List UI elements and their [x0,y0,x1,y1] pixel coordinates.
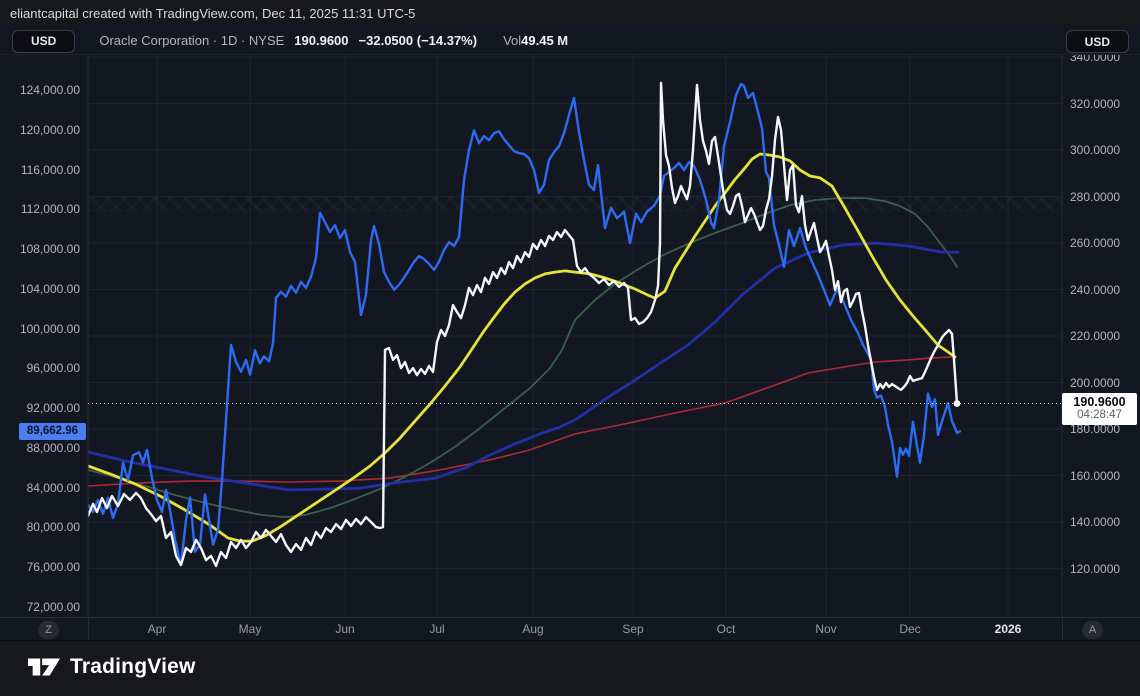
time-axis-label: May [238,622,262,636]
left-axis-label: 104,000.00 [19,281,80,296]
left-last-value-label: 89,662.96 [19,422,86,440]
volume-info: Vol49.45 M [503,32,568,50]
left-axis-label: 124,000.00 [19,83,80,97]
time-axis-label: Oct [716,622,736,636]
right-axis-label: 200.0000 [1070,375,1121,390]
time-axis-label: Dec [899,622,921,636]
left-currency-button[interactable]: USD [12,29,76,53]
right-currency-button[interactable]: USD [1065,30,1129,53]
left-axis-label: 72,000.00 [26,599,80,614]
tradingview-logo-text: TradingView [70,655,196,678]
tradingview-logo[interactable]: TradingView [27,654,196,680]
time-axis-separator-right [1062,618,1063,641]
right-axis-label: 300.0000 [1070,143,1121,157]
right-axis-label: 280.0000 [1070,189,1121,204]
symbol-title[interactable]: Oracle Corporation · 1D · NYSE [99,33,285,48]
series-ma-green [88,197,958,518]
series-orcl [88,81,959,568]
right-axis-label: 220.0000 [1070,329,1121,343]
series-ma-yellow [88,152,957,543]
series-ma-red [88,356,953,487]
left-axis-label: 84,000.00 [26,480,80,495]
time-axis-label: Apr [147,622,167,636]
left-axis-label: 96,000.00 [26,361,80,376]
time-axis-separator-left [88,618,89,641]
time-axis-label: 2026 [994,622,1022,636]
left-axis-label: 108,000.00 [19,242,80,256]
right-axis-label: 260.0000 [1070,236,1121,250]
time-axis[interactable]: Z Apr May Jun Jul Aug Sep Oct Nov Dec 2026 A [0,617,1140,641]
volume-label: Vol [503,33,522,48]
right-axis-label: 320.0000 [1070,96,1121,111]
time-axis-label: Nov [815,622,837,636]
time-axis-label: Jun [335,622,355,636]
left-axis-label: 80,000.00 [26,520,80,535]
footer-bar: TradingView [0,640,1140,696]
left-axis-label: 92,000.00 [26,401,80,416]
left-axis-label: 88,000.00 [26,440,80,455]
time-axis-label: Jul [429,622,445,636]
right-axis-label: 180.0000 [1070,422,1121,436]
left-axis-label: 100,000.00 [19,321,80,336]
chart-header: USD Oracle Corporation · 1D · NYSE 190.9… [0,28,1140,55]
volume-value: 49.45 M [521,33,569,48]
auto-scale-button[interactable]: A [1082,621,1103,639]
symbol-info: Oracle Corporation · 1D · NYSE 190.9600 … [99,32,568,50]
left-axis-label: 116,000.00 [20,162,80,177]
left-last-value: 89,662.96 [26,424,79,437]
symbol-change: −32.0500 (−14.37%) [358,33,478,48]
right-axis-label: 240.0000 [1070,282,1121,297]
watermark-band [88,197,1062,212]
left-axis-label: 76,000.00 [26,560,80,575]
timezone-button[interactable]: Z [38,621,59,639]
right-axis-label: 140.0000 [1070,515,1121,529]
right-axis-label: 160.0000 [1070,468,1121,483]
symbol-last-price: 190.9600 [294,33,349,48]
right-last-value-label: 190.9600 04:28:47 [1062,393,1137,426]
series-btc [88,82,962,567]
chart-canvas[interactable]: 124,000.00 120,000.00 116,000.00 112,000.00… [0,0,1140,640]
bar-countdown: 04:28:47 [1077,409,1122,422]
left-axis-label: 120,000.00 [19,122,80,137]
price-plot [87,55,1063,640]
time-axis-label: Sep [622,622,644,636]
time-axis-label: Aug [522,622,544,636]
credit-bar: eliantcapital created with TradingView.c… [0,0,1140,28]
last-price-value: 190.9600 [1073,395,1126,410]
tradingview-logo-icon [27,658,61,676]
credit-text: eliantcapital created with TradingView.c… [10,6,416,21]
left-axis-label: 112,000.00 [20,202,80,217]
right-axis-label: 120.0000 [1070,561,1121,576]
last-price-dot [953,400,961,407]
